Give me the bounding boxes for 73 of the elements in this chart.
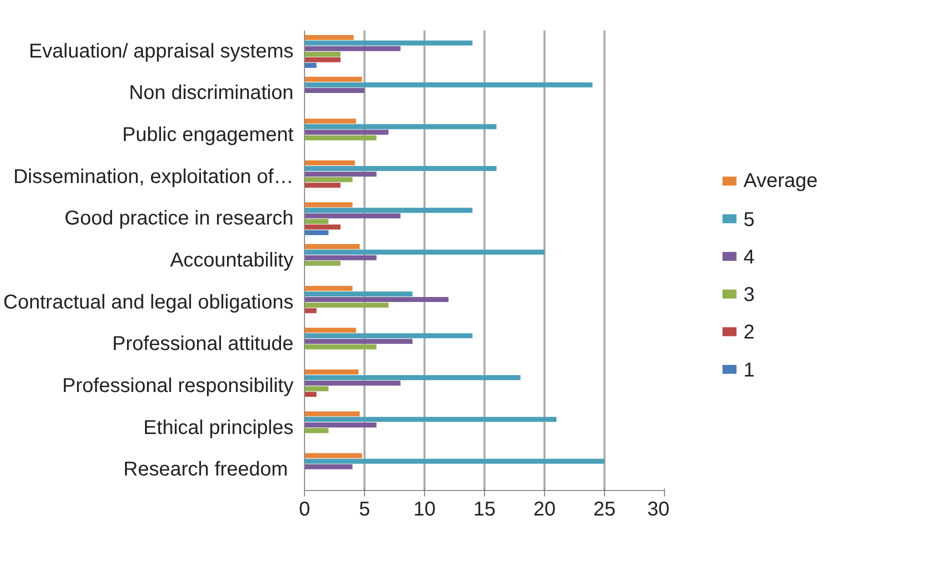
x-tick-label: 0	[298, 498, 310, 520]
x-tick-label: 10	[413, 498, 436, 520]
bar	[304, 224, 340, 230]
bar	[304, 57, 340, 62]
bar	[304, 260, 340, 266]
bar	[304, 416, 556, 422]
bar	[304, 344, 376, 350]
legend-label: 3	[744, 284, 755, 306]
bar	[304, 338, 412, 344]
bar	[304, 62, 316, 68]
bar	[304, 386, 328, 392]
bar	[304, 160, 355, 166]
bar	[304, 250, 544, 255]
bar	[304, 286, 352, 291]
bar	[304, 202, 352, 208]
bar	[304, 422, 376, 428]
bar	[304, 255, 376, 260]
bar	[304, 328, 356, 333]
bar	[304, 46, 400, 52]
bar	[304, 177, 352, 182]
bar	[304, 458, 604, 464]
bar	[304, 182, 340, 188]
bar	[304, 76, 362, 82]
bar	[304, 34, 354, 40]
bar	[304, 124, 496, 130]
bar	[304, 302, 388, 308]
bar	[304, 118, 356, 124]
y-tick-label: Public engagement	[122, 124, 294, 146]
bar	[304, 297, 448, 302]
bar	[304, 411, 360, 416]
x-tick-label: 30	[647, 498, 670, 520]
bar	[304, 208, 472, 213]
bar	[304, 230, 328, 236]
bar	[304, 392, 316, 397]
bar	[304, 166, 496, 172]
bar	[304, 172, 376, 177]
y-tick-label: Non discrimination	[128, 82, 294, 104]
y-tick-label: Good practice in research	[64, 208, 294, 230]
legend-label: 5	[744, 208, 755, 231]
legend-label: Average	[744, 170, 818, 192]
bar	[304, 333, 472, 338]
y-tick-label: Contractual and legal obligations	[3, 291, 294, 314]
bar	[304, 380, 400, 386]
bar	[304, 213, 400, 218]
y-tick-label: Professional responsibility	[62, 374, 294, 397]
bar	[304, 135, 376, 140]
x-tick-label: 5	[358, 498, 370, 520]
bar	[304, 291, 412, 296]
y-tick-label: Professional attitude	[112, 333, 294, 356]
legend-label: 1	[744, 359, 755, 382]
bar	[304, 375, 520, 380]
bar	[304, 88, 364, 93]
bar	[304, 244, 360, 250]
bar	[304, 453, 362, 458]
y-tick-label: Dissemination, exploitation of…	[13, 166, 294, 188]
bar	[304, 218, 328, 224]
bar	[304, 428, 328, 434]
bar	[304, 52, 340, 57]
x-tick-label: 20	[533, 498, 556, 520]
legend-label: 4	[744, 246, 755, 268]
x-tick-label: 15	[473, 498, 496, 520]
y-tick-label: Research freedom	[123, 458, 288, 481]
x-tick-label: 25	[593, 498, 616, 520]
bar	[304, 130, 388, 135]
bar	[304, 40, 472, 46]
bar	[304, 464, 352, 470]
y-tick-label: Evaluation/ appraisal systems	[28, 40, 294, 62]
y-tick-label: Ethical principles	[143, 416, 294, 439]
bar	[304, 370, 358, 375]
bar	[304, 308, 316, 314]
bar	[304, 82, 592, 88]
y-tick-label: Accountability	[170, 250, 294, 272]
legend-label: 2	[744, 322, 755, 344]
